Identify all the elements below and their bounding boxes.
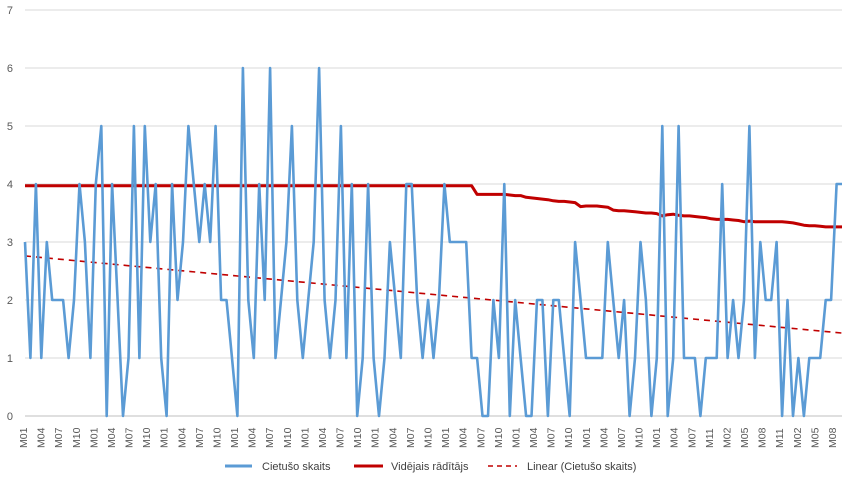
x-tick-label: M04 xyxy=(106,427,118,448)
x-tick-label: M10 xyxy=(71,427,83,448)
x-tick-label: M07 xyxy=(686,427,698,448)
y-tick-label: 4 xyxy=(7,179,13,191)
x-tick-label: M10 xyxy=(141,427,153,448)
x-tick-label: M01 xyxy=(229,427,241,448)
y-tick-label: 2 xyxy=(7,295,13,307)
x-tick-label: M10 xyxy=(563,427,575,448)
x-tick-label: M01 xyxy=(88,427,100,448)
x-tick-label: M08 xyxy=(827,427,839,448)
x-tick-label: M10 xyxy=(282,427,294,448)
x-tick-label: M01 xyxy=(299,427,311,448)
series-layer xyxy=(23,66,843,418)
x-tick-label: M05 xyxy=(739,427,751,448)
x-tick-label: M01 xyxy=(159,427,171,448)
x-tick-label: M04 xyxy=(247,427,259,448)
y-axis-tick-labels: 0 1 2 3 4 5 6 7 xyxy=(7,5,13,423)
series-average-line xyxy=(25,184,842,229)
x-tick-label: M02 xyxy=(792,427,804,448)
x-tick-label: M04 xyxy=(528,427,540,448)
x-tick-label: M10 xyxy=(423,427,435,448)
x-tick-label: M11 xyxy=(774,428,786,448)
x-tick-label: M10 xyxy=(211,427,223,448)
series-actual-line xyxy=(23,66,842,418)
x-tick-label: M07 xyxy=(124,427,136,448)
x-tick-label: M10 xyxy=(352,427,364,448)
x-tick-label: M07 xyxy=(475,427,487,448)
y-tick-label: 7 xyxy=(7,5,13,17)
legend: Cietušo skaits Vidējais rādītājs Linear … xyxy=(225,461,636,473)
x-tick-label: M01 xyxy=(651,427,663,448)
x-tick-label: M07 xyxy=(53,427,65,448)
x-tick-label: M07 xyxy=(194,427,206,448)
y-tick-label: 0 xyxy=(7,411,13,423)
y-tick-label: 3 xyxy=(7,237,13,249)
x-axis-tick-labels: M01 M04 M07 M10 M01 M04 M07 M10 M01 M04 M07 M10 M01 M… xyxy=(18,427,839,448)
x-tick-label: M10 xyxy=(634,427,646,448)
x-tick-label: M04 xyxy=(598,427,610,448)
x-tick-label: M07 xyxy=(335,427,347,448)
y-tick-label: 6 xyxy=(7,63,13,75)
x-tick-label: M02 xyxy=(721,427,733,448)
x-tick-label: M04 xyxy=(669,427,681,448)
x-tick-label: M01 xyxy=(440,427,452,448)
legend-label-actual: Cietušo skaits xyxy=(262,461,331,473)
series-trend-line xyxy=(24,255,843,334)
x-tick-label: M07 xyxy=(264,427,276,448)
x-tick-label: M01 xyxy=(370,427,382,448)
legend-label-average: Vidējais rādītājs xyxy=(391,461,469,473)
y-tick-label: 5 xyxy=(7,121,13,133)
x-tick-label: M01 xyxy=(18,427,30,448)
x-tick-label: M04 xyxy=(317,427,329,448)
y-tick-label: 1 xyxy=(7,353,13,365)
x-tick-label: M05 xyxy=(809,427,821,448)
x-tick-label: M04 xyxy=(458,427,470,448)
x-tick-label: M04 xyxy=(387,427,399,448)
x-tick-label: M01 xyxy=(510,427,522,448)
x-tick-label: M04 xyxy=(176,427,188,448)
x-tick-label: M08 xyxy=(757,427,769,448)
x-tick-label: M07 xyxy=(405,427,417,448)
x-tick-label: M04 xyxy=(36,427,48,448)
x-tick-label: M07 xyxy=(546,427,558,448)
x-tick-label: M10 xyxy=(493,427,505,448)
x-tick-label: M11 xyxy=(704,428,716,448)
x-tick-label: M07 xyxy=(616,427,628,448)
legend-label-trend: Linear (Cietušo skaits) xyxy=(527,461,636,473)
x-tick-label: M01 xyxy=(581,427,593,448)
